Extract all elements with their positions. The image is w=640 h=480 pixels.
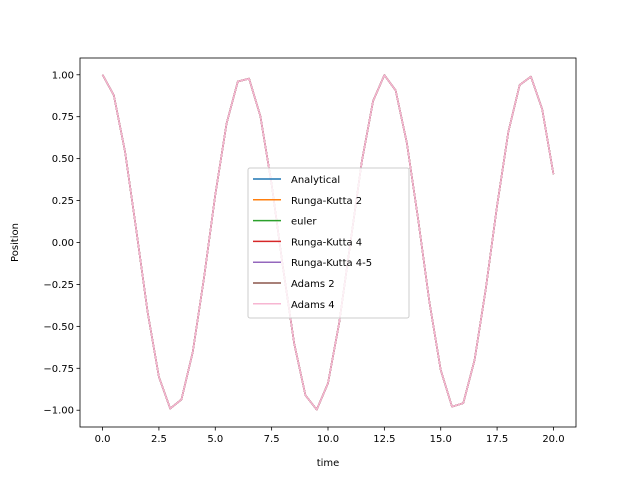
ticks-layer: 0.0 2.5 5.0 7.5 10.0 12.5 15.0 17.5 20.0 −1.00 −0.… [43,70,564,445]
series-layer [101,74,555,411]
x-tick-label: 15.0 [430,434,452,445]
x-tick-label: 2.5 [151,434,167,445]
x-tick-label: 7.5 [264,434,280,445]
series-line-6 [101,74,555,411]
y-tick-label: 0.50 [52,154,74,165]
legend-label: Runga-Kutta 4 [291,237,362,248]
x-tick-label: 17.5 [486,434,508,445]
y-tick-label: −0.50 [43,322,74,333]
legend-label: Adams 4 [291,300,335,311]
x-tick-label: 20.0 [542,434,564,445]
x-tick-label: 10.0 [317,434,339,445]
x-axis-label: time [317,458,340,469]
legend-label: Runga-Kutta 4-5 [291,258,372,269]
y-axis-label: Position [10,223,21,262]
y-tick-label: 0.00 [52,238,74,249]
y-tick-label: −0.25 [43,280,74,291]
y-tick-label: 1.00 [52,70,74,81]
legend-label: Adams 2 [291,279,335,290]
y-tick-label: −0.75 [43,364,74,375]
y-tick-label: 0.25 [52,196,74,207]
legend-label: euler [291,217,317,228]
y-tick-label: 0.75 [52,112,74,123]
x-tick-label: 5.0 [207,434,223,445]
y-tick-label: −1.00 [43,406,74,417]
x-tick-label: 12.5 [373,434,395,445]
x-tick-label: 0.0 [95,434,111,445]
legend-label: Runga-Kutta 2 [291,196,362,207]
legend: Analytical Runga-Kutta 2 euler Runga-Kutta … [247,167,410,319]
legend-label: Analytical [291,175,340,186]
legend-box [247,167,410,319]
